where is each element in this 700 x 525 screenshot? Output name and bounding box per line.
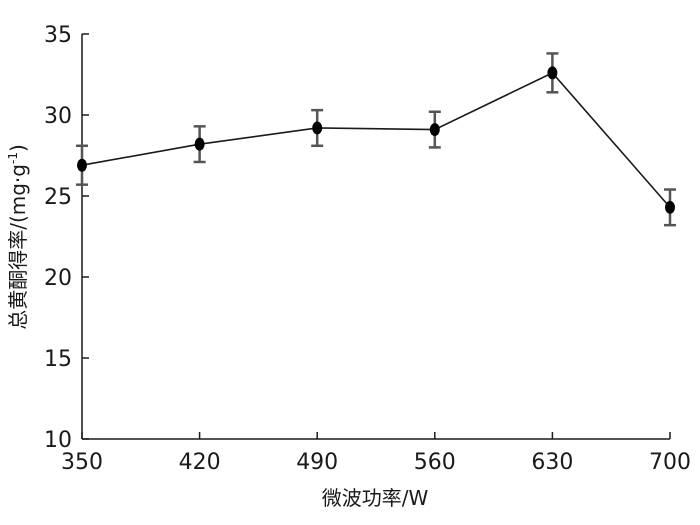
x-ticks: 350 420 490 560 630 700 xyxy=(61,432,691,475)
y-tick-label: 35 xyxy=(44,23,72,48)
x-tick-label: 490 xyxy=(296,450,338,475)
data-point xyxy=(194,137,205,151)
y-axis-title-end: ) xyxy=(6,144,30,152)
y-axis-title-superscript: -1 xyxy=(6,152,20,164)
x-tick-label: 420 xyxy=(179,450,221,475)
series-group xyxy=(76,52,676,227)
x-tick-label: 560 xyxy=(414,450,456,475)
x-tick-label: 700 xyxy=(649,450,691,475)
y-tick-label: 30 xyxy=(44,104,72,129)
series-line xyxy=(81,71,671,208)
y-tick-label: 25 xyxy=(44,185,72,210)
y-tick-label: 20 xyxy=(44,266,72,291)
x-tick-label: 630 xyxy=(531,450,573,475)
data-point xyxy=(312,121,323,135)
data-point xyxy=(547,66,558,80)
axes xyxy=(81,34,670,440)
x-tick-label: 350 xyxy=(61,450,103,475)
y-tick-label: 15 xyxy=(44,347,72,372)
data-point xyxy=(665,200,675,214)
y-axis-title-main: 总黄酮得率/(mg·g xyxy=(6,164,30,330)
data-point xyxy=(77,158,87,172)
y-axis-title: 总黄酮得率/(mg·g-1) xyxy=(6,144,30,330)
y-tick-label: 10 xyxy=(44,428,72,453)
data-point xyxy=(429,123,440,137)
x-axis-title: 微波功率/W xyxy=(322,486,429,510)
y-ticks: 10 15 20 25 30 35 xyxy=(44,23,89,453)
